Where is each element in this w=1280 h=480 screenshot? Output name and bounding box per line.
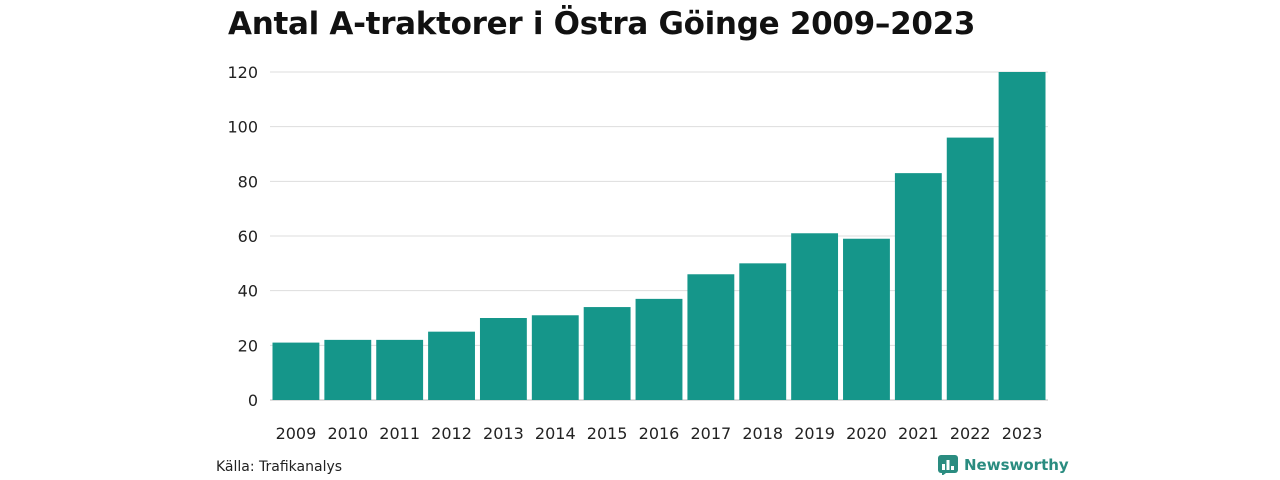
bar-2011: [376, 339, 424, 400]
x-tick-label: 2014: [535, 424, 576, 443]
y-tick-label: 80: [238, 172, 258, 191]
y-tick-label: 40: [238, 282, 258, 301]
bars: [272, 72, 1046, 400]
x-tick-label: 2011: [379, 424, 420, 443]
x-tick-label: 2017: [691, 424, 732, 443]
bar-2009: [272, 342, 320, 400]
bar-2016: [635, 298, 683, 400]
x-tick-label: 2013: [483, 424, 524, 443]
brand-logo: Newsworthy: [938, 455, 1069, 475]
chart-title: Antal A-traktorer i Östra Göinge 2009–20…: [228, 6, 976, 42]
x-tick-label: 2012: [431, 424, 472, 443]
source-note: Källa: Trafikanalys: [216, 459, 343, 475]
x-tick-label: 2019: [794, 424, 835, 443]
x-tick-label: 2010: [327, 424, 368, 443]
bar-2017: [687, 274, 735, 400]
x-tick-label: 2022: [950, 424, 991, 443]
newsworthy-logo-icon: [938, 455, 958, 475]
x-tick-label: 2018: [742, 424, 783, 443]
y-axis: 0 20 40 60 80 100 120: [227, 63, 258, 410]
x-tick-label: 2009: [276, 424, 317, 443]
brand-name: Newsworthy: [964, 456, 1069, 474]
x-tick-label: 2015: [587, 424, 628, 443]
y-tick-label: 0: [248, 391, 258, 410]
y-tick-label: 60: [238, 227, 258, 246]
y-tick-label: 120: [227, 63, 258, 82]
bar-2021: [894, 173, 942, 400]
y-tick-label: 100: [227, 118, 258, 137]
bar-2020: [843, 238, 890, 400]
x-axis: 2009 2010 2011 2012 2013 2014 2015 2016 2017 2018…: [276, 424, 1043, 443]
x-tick-label: 2023: [1002, 424, 1043, 443]
bar-2023: [998, 72, 1046, 400]
bar-2022: [946, 137, 994, 400]
bar-2019: [791, 233, 839, 400]
bar-2018: [739, 263, 787, 400]
bar-2012: [428, 331, 475, 400]
bar-2015: [583, 307, 631, 400]
x-tick-label: 2020: [846, 424, 887, 443]
x-tick-label: 2021: [898, 424, 939, 443]
bar-2013: [479, 318, 527, 400]
bar-2014: [531, 315, 579, 400]
y-tick-label: 20: [238, 336, 258, 355]
x-tick-label: 2016: [639, 424, 680, 443]
bar-2010: [324, 339, 372, 400]
